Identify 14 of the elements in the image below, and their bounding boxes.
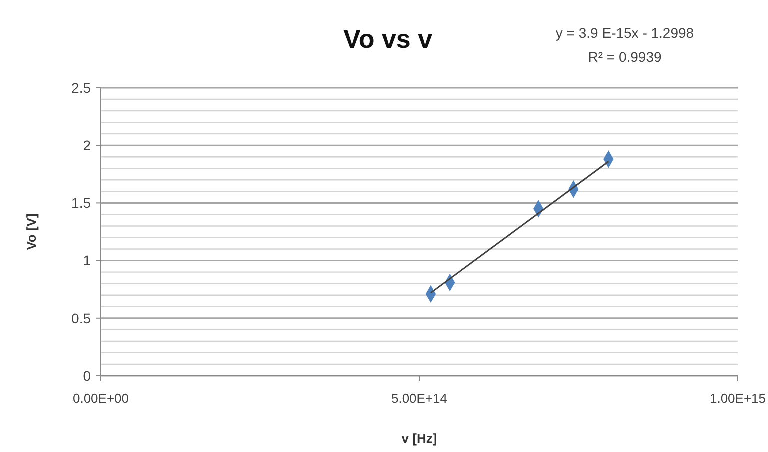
- x-axis-title: v [Hz]: [402, 431, 438, 446]
- y-tick-label: 1: [83, 252, 92, 269]
- y-tick-label: 2.5: [72, 80, 92, 96]
- x-tick-label: 1.00E+15: [710, 391, 766, 406]
- x-tick-label: 5.00E+14: [391, 391, 448, 406]
- y-tick-label: 0.5: [72, 310, 92, 326]
- text: y = 3.9 E-15x - 1.2998: [556, 25, 694, 41]
- y-axis-title: Vo [V]: [24, 214, 39, 250]
- y-tick-label: 0: [83, 368, 92, 384]
- y-tick-label: 1.5: [72, 195, 92, 212]
- text: R² = 0.9939: [588, 49, 662, 65]
- chart-title: Vo vs v: [343, 24, 434, 54]
- x-tick-label: 0.00E+00: [72, 391, 130, 406]
- y-tick-label: 2: [83, 138, 92, 154]
